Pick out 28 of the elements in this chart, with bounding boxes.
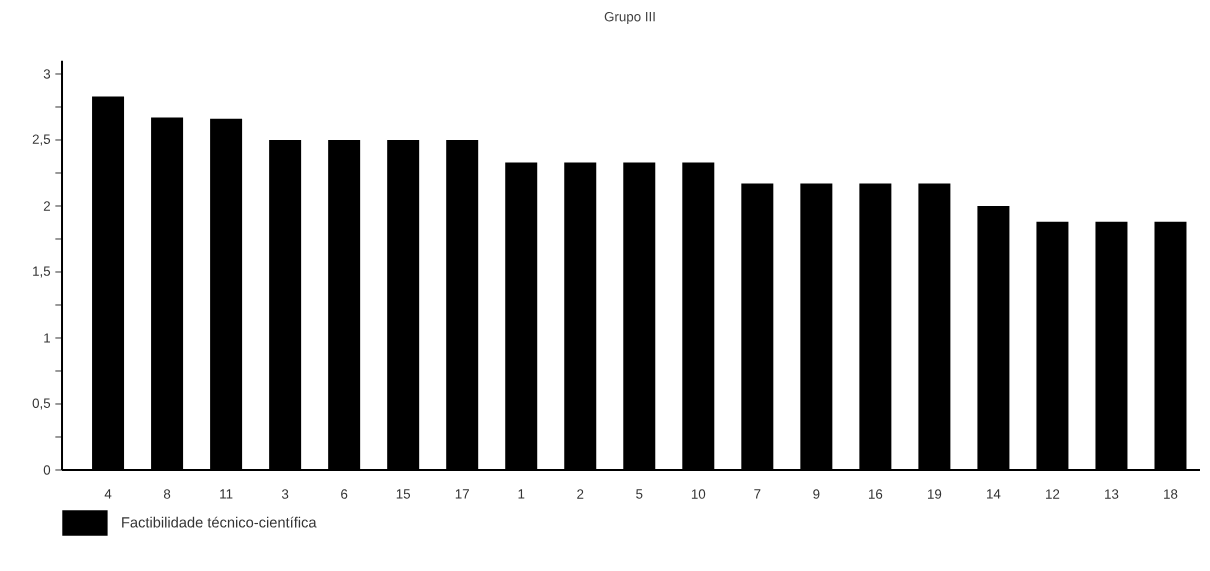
y-tick-label: 0,5 [32,398,51,410]
y-tick-label: 2 [43,201,50,211]
x-tick-label: 7 [754,489,761,499]
x-tick-label: 15 [396,489,411,499]
x-tick-label: 17 [455,489,469,499]
y-tick-label: 3 [43,69,51,79]
x-tick-label: 1 [518,489,525,499]
chart-title: Grupo III [604,11,655,25]
x-tick-label: 18 [1164,489,1178,499]
y-tick-label: 0 [43,465,51,475]
x-tick-label: 2 [577,489,584,499]
legend-label: Factibilidade técnico-científica [122,516,317,528]
y-tick-label: 1 [44,333,50,343]
x-tick-label: 9 [813,489,820,499]
y-tick-label: 1,5 [33,266,51,278]
x-tick-label: 8 [163,489,171,499]
x-tick-label: 4 [104,489,112,499]
x-tick-label: 12 [1046,489,1060,499]
x-tick-label: 13 [1105,489,1119,499]
x-tick-label: 10 [691,489,706,499]
x-tick-label: 16 [868,489,883,499]
y-tick-label: 2,5 [32,134,51,146]
x-tick-label: 11 [220,489,233,499]
x-tick-label: 5 [636,489,643,499]
x-tick-label: 14 [987,489,1001,499]
x-tick-label: 3 [281,489,289,499]
x-tick-label: 6 [341,489,348,499]
x-tick-label: 19 [928,489,942,499]
